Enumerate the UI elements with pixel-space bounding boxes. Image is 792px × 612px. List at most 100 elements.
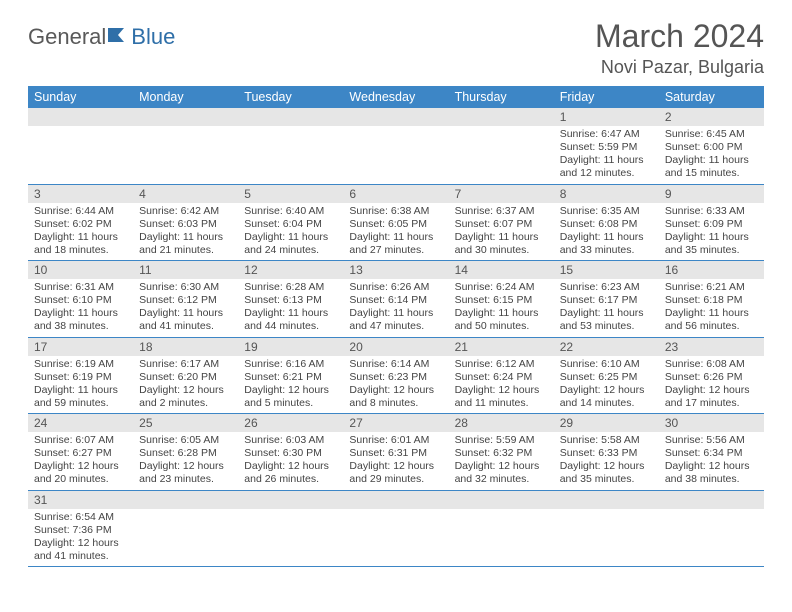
day-sr: Sunrise: 6:33 AM bbox=[665, 205, 758, 218]
day-sr: Sunrise: 6:12 AM bbox=[455, 358, 548, 371]
day-detail-row: Sunrise: 6:31 AMSunset: 6:10 PMDaylight:… bbox=[28, 279, 764, 337]
day-ss: Sunset: 6:03 PM bbox=[139, 218, 232, 231]
day-number-cell: 5 bbox=[238, 184, 343, 203]
title-block: March 2024 Novi Pazar, Bulgaria bbox=[595, 18, 764, 78]
day-ss: Sunset: 6:07 PM bbox=[455, 218, 548, 231]
day-number-cell: 11 bbox=[133, 261, 238, 280]
day-detail-cell: Sunrise: 6:01 AMSunset: 6:31 PMDaylight:… bbox=[343, 432, 448, 490]
day-d2: and 23 minutes. bbox=[139, 473, 232, 486]
day-number-cell: 9 bbox=[659, 184, 764, 203]
day-d1: Daylight: 11 hours bbox=[560, 154, 653, 167]
day-d2: and 33 minutes. bbox=[560, 244, 653, 257]
flag-icon bbox=[108, 26, 130, 49]
day-detail-cell: Sunrise: 6:07 AMSunset: 6:27 PMDaylight:… bbox=[28, 432, 133, 490]
day-number-cell: 12 bbox=[238, 261, 343, 280]
day-sr: Sunrise: 6:05 AM bbox=[139, 434, 232, 447]
day-d2: and 44 minutes. bbox=[244, 320, 337, 333]
day-ss: Sunset: 6:34 PM bbox=[665, 447, 758, 460]
day-ss: Sunset: 6:13 PM bbox=[244, 294, 337, 307]
day-detail-cell: Sunrise: 6:31 AMSunset: 6:10 PMDaylight:… bbox=[28, 279, 133, 337]
day-number-cell: 27 bbox=[343, 414, 448, 433]
day-number-cell bbox=[449, 108, 554, 126]
calendar-body: 12 Sunrise: 6:47 AMSunset: 5:59 PMDaylig… bbox=[28, 108, 764, 567]
day-detail-cell: Sunrise: 6:28 AMSunset: 6:13 PMDaylight:… bbox=[238, 279, 343, 337]
day-d2: and 27 minutes. bbox=[349, 244, 442, 257]
day-sr: Sunrise: 5:56 AM bbox=[665, 434, 758, 447]
day-number-cell: 14 bbox=[449, 261, 554, 280]
day-ss: Sunset: 6:12 PM bbox=[139, 294, 232, 307]
day-sr: Sunrise: 6:44 AM bbox=[34, 205, 127, 218]
day-number-cell: 19 bbox=[238, 337, 343, 356]
day-d1: Daylight: 11 hours bbox=[139, 231, 232, 244]
day-d1: Daylight: 11 hours bbox=[665, 307, 758, 320]
day-d1: Daylight: 12 hours bbox=[455, 460, 548, 473]
day-sr: Sunrise: 6:40 AM bbox=[244, 205, 337, 218]
day-number-cell bbox=[343, 108, 448, 126]
day-d1: Daylight: 11 hours bbox=[34, 307, 127, 320]
day-number-row: 24252627282930 bbox=[28, 414, 764, 433]
day-detail-cell: Sunrise: 6:47 AMSunset: 5:59 PMDaylight:… bbox=[554, 126, 659, 184]
day-number-cell bbox=[449, 490, 554, 509]
day-detail-cell: Sunrise: 6:40 AMSunset: 6:04 PMDaylight:… bbox=[238, 203, 343, 261]
day-sr: Sunrise: 5:58 AM bbox=[560, 434, 653, 447]
day-d2: and 41 minutes. bbox=[34, 550, 127, 563]
day-number-cell: 26 bbox=[238, 414, 343, 433]
day-number-cell: 10 bbox=[28, 261, 133, 280]
location: Novi Pazar, Bulgaria bbox=[595, 57, 764, 78]
day-detail-cell bbox=[659, 509, 764, 567]
day-sr: Sunrise: 5:59 AM bbox=[455, 434, 548, 447]
day-number-row: 3456789 bbox=[28, 184, 764, 203]
brand-logo: General Blue bbox=[28, 24, 175, 50]
day-detail-cell: Sunrise: 6:54 AMSunset: 7:36 PMDaylight:… bbox=[28, 509, 133, 567]
day-detail-cell: Sunrise: 5:58 AMSunset: 6:33 PMDaylight:… bbox=[554, 432, 659, 490]
day-d1: Daylight: 11 hours bbox=[560, 231, 653, 244]
day-detail-cell bbox=[28, 126, 133, 184]
day-sr: Sunrise: 6:26 AM bbox=[349, 281, 442, 294]
day-detail-cell bbox=[554, 509, 659, 567]
day-number-cell: 20 bbox=[343, 337, 448, 356]
day-number-cell: 18 bbox=[133, 337, 238, 356]
day-number-cell: 8 bbox=[554, 184, 659, 203]
day-sr: Sunrise: 6:28 AM bbox=[244, 281, 337, 294]
day-detail-cell: Sunrise: 6:21 AMSunset: 6:18 PMDaylight:… bbox=[659, 279, 764, 337]
day-sr: Sunrise: 6:03 AM bbox=[244, 434, 337, 447]
day-d2: and 30 minutes. bbox=[455, 244, 548, 257]
day-number-cell: 22 bbox=[554, 337, 659, 356]
day-ss: Sunset: 6:33 PM bbox=[560, 447, 653, 460]
day-sr: Sunrise: 6:47 AM bbox=[560, 128, 653, 141]
day-number-cell: 1 bbox=[554, 108, 659, 126]
day-number-cell: 24 bbox=[28, 414, 133, 433]
day-sr: Sunrise: 6:10 AM bbox=[560, 358, 653, 371]
day-sr: Sunrise: 6:54 AM bbox=[34, 511, 127, 524]
day-sr: Sunrise: 6:35 AM bbox=[560, 205, 653, 218]
day-d2: and 21 minutes. bbox=[139, 244, 232, 257]
day-sr: Sunrise: 6:42 AM bbox=[139, 205, 232, 218]
day-d1: Daylight: 11 hours bbox=[665, 231, 758, 244]
weekday-header: Thursday bbox=[449, 86, 554, 108]
day-sr: Sunrise: 6:21 AM bbox=[665, 281, 758, 294]
day-detail-cell: Sunrise: 6:44 AMSunset: 6:02 PMDaylight:… bbox=[28, 203, 133, 261]
day-detail-cell: Sunrise: 6:23 AMSunset: 6:17 PMDaylight:… bbox=[554, 279, 659, 337]
day-sr: Sunrise: 6:16 AM bbox=[244, 358, 337, 371]
day-number-cell bbox=[133, 108, 238, 126]
day-sr: Sunrise: 6:37 AM bbox=[455, 205, 548, 218]
day-ss: Sunset: 6:04 PM bbox=[244, 218, 337, 231]
day-d2: and 50 minutes. bbox=[455, 320, 548, 333]
day-sr: Sunrise: 6:23 AM bbox=[560, 281, 653, 294]
day-number-cell: 17 bbox=[28, 337, 133, 356]
day-detail-cell: Sunrise: 6:42 AMSunset: 6:03 PMDaylight:… bbox=[133, 203, 238, 261]
day-detail-cell bbox=[238, 126, 343, 184]
day-ss: Sunset: 6:20 PM bbox=[139, 371, 232, 384]
day-d1: Daylight: 12 hours bbox=[139, 460, 232, 473]
day-sr: Sunrise: 6:45 AM bbox=[665, 128, 758, 141]
day-sr: Sunrise: 6:08 AM bbox=[665, 358, 758, 371]
day-d2: and 29 minutes. bbox=[349, 473, 442, 486]
day-d2: and 32 minutes. bbox=[455, 473, 548, 486]
day-sr: Sunrise: 6:38 AM bbox=[349, 205, 442, 218]
day-detail-cell: Sunrise: 6:05 AMSunset: 6:28 PMDaylight:… bbox=[133, 432, 238, 490]
day-d1: Daylight: 12 hours bbox=[560, 460, 653, 473]
day-ss: Sunset: 6:31 PM bbox=[349, 447, 442, 460]
day-ss: Sunset: 6:21 PM bbox=[244, 371, 337, 384]
day-detail-cell: Sunrise: 6:37 AMSunset: 6:07 PMDaylight:… bbox=[449, 203, 554, 261]
day-detail-cell bbox=[343, 126, 448, 184]
